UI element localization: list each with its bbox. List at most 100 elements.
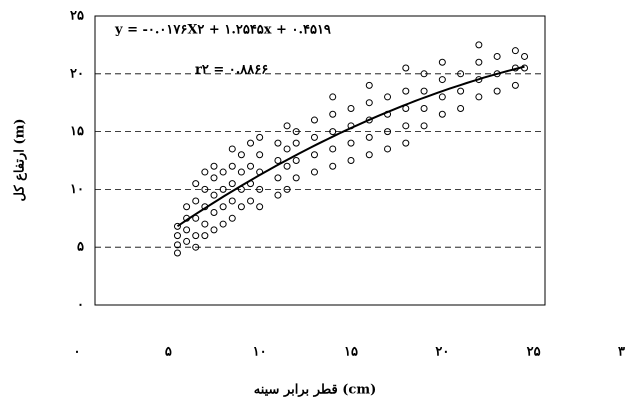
point: [256, 185, 264, 193]
point: [201, 232, 209, 240]
point: [365, 99, 373, 107]
point: [219, 168, 227, 176]
point: [228, 145, 236, 153]
point: [183, 237, 191, 245]
plot-frame: [94, 15, 546, 306]
point: [247, 139, 255, 147]
point: [228, 162, 236, 170]
point: [420, 104, 428, 112]
point: [457, 70, 465, 78]
point: [402, 139, 410, 147]
point: [420, 122, 428, 130]
point: [274, 139, 282, 147]
point: [511, 81, 519, 89]
point: [256, 203, 264, 211]
point: [228, 197, 236, 205]
point: [256, 133, 264, 141]
point: [210, 209, 218, 217]
point: [173, 232, 181, 240]
point: [292, 139, 300, 147]
y-tick-label: ۲۵: [70, 9, 84, 24]
point: [511, 47, 519, 55]
y-tick-label: ۵: [77, 240, 84, 255]
point: [274, 157, 282, 164]
point: [274, 174, 282, 182]
point: [438, 93, 446, 101]
point: [438, 76, 446, 84]
point: [201, 220, 209, 228]
point: [237, 151, 245, 159]
point: [402, 64, 410, 72]
point: [192, 214, 200, 222]
point: [521, 52, 529, 60]
y-tick-label: ۲۰: [70, 66, 84, 81]
x-tick-label: ۵: [165, 345, 172, 360]
point: [219, 185, 227, 193]
point: [329, 145, 337, 153]
point: [365, 116, 373, 124]
point: [292, 128, 300, 136]
point: [201, 168, 209, 176]
point: [329, 128, 337, 136]
point: [274, 191, 282, 199]
point: [438, 110, 446, 118]
point: [210, 174, 218, 182]
point: [384, 93, 392, 101]
point: [237, 168, 245, 176]
point: [365, 133, 373, 141]
point: [247, 162, 255, 170]
x-tick-label: ۳۰: [618, 345, 626, 360]
point: [283, 122, 291, 130]
point: [210, 162, 218, 170]
x-tick-label: ۱۰: [253, 345, 267, 360]
point: [475, 41, 483, 49]
point: [192, 180, 200, 188]
point: [210, 226, 218, 234]
x-tick-label: ۲۵: [527, 345, 541, 360]
point: [384, 128, 392, 136]
y-tick-label: ۱۰: [70, 182, 84, 197]
x-axis-label: قطر برابر سینه (cm): [254, 383, 377, 398]
point: [365, 81, 373, 89]
point: [457, 104, 465, 112]
point: [219, 220, 227, 228]
point: [329, 110, 337, 118]
point: [192, 232, 200, 240]
point: [173, 249, 181, 257]
point: [237, 203, 245, 211]
point: [475, 93, 483, 101]
x-tick-label: ۱۵: [344, 345, 358, 360]
point: [438, 58, 446, 66]
point: [365, 151, 373, 159]
trendline: [176, 65, 525, 228]
y-tick-label: ۰: [77, 298, 84, 313]
point: [256, 151, 264, 159]
point: [329, 162, 337, 170]
y-axis-label: ارتفاع کل (m): [13, 119, 28, 202]
point: [329, 93, 337, 101]
point: [347, 157, 355, 164]
point: [310, 168, 318, 176]
point: [310, 133, 318, 141]
point: [247, 197, 255, 205]
point: [402, 122, 410, 130]
point: [347, 139, 355, 147]
x-tick-label: ۰: [74, 345, 81, 360]
point: [457, 87, 465, 95]
point: [310, 151, 318, 159]
point: [292, 157, 300, 164]
point: [219, 203, 227, 211]
point: [310, 116, 318, 124]
point: [283, 185, 291, 193]
point: [283, 162, 291, 170]
point: [173, 241, 181, 249]
point: [402, 87, 410, 95]
point: [283, 145, 291, 153]
equation: y = -۰.۰۱۷۶X۲ + ۱.۲۵۴۵x + ۰.۴۵۱۹: [114, 23, 331, 38]
point: [228, 214, 236, 222]
point: [493, 52, 501, 60]
point: [192, 243, 200, 251]
point: [183, 203, 191, 211]
point: [475, 58, 483, 66]
